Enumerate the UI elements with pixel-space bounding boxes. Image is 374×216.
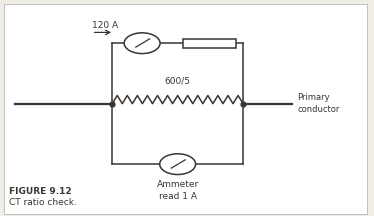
Text: Ammeter
read 1 A: Ammeter read 1 A <box>157 180 199 201</box>
FancyBboxPatch shape <box>183 39 236 48</box>
Circle shape <box>160 154 196 175</box>
Text: CT ratio check.: CT ratio check. <box>9 198 77 207</box>
Circle shape <box>124 33 160 54</box>
Text: 120 A: 120 A <box>92 21 118 30</box>
Text: 600/5: 600/5 <box>165 76 191 85</box>
Text: FIGURE 9.12: FIGURE 9.12 <box>9 187 72 196</box>
Text: Primary
conductor: Primary conductor <box>297 93 340 114</box>
FancyBboxPatch shape <box>4 4 367 214</box>
